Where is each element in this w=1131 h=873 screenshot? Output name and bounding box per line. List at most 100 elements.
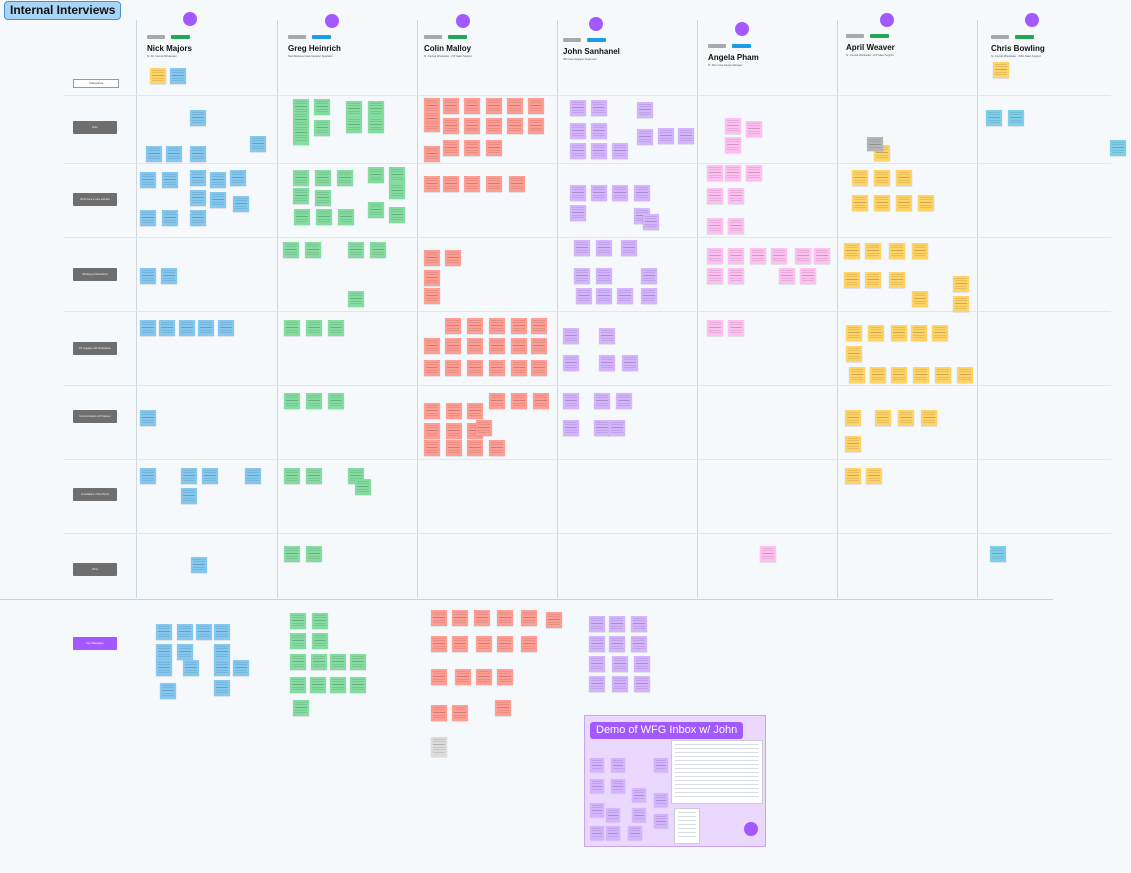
sticky-note[interactable] [589, 636, 605, 652]
sticky-note[interactable] [849, 367, 865, 383]
sticky-note[interactable] [346, 101, 362, 117]
sticky-note[interactable] [616, 393, 632, 409]
sticky-note[interactable] [921, 410, 937, 426]
sticky-note[interactable] [868, 325, 884, 341]
sticky-note[interactable] [284, 468, 300, 484]
sticky-note[interactable] [658, 128, 674, 144]
sticky-note[interactable] [489, 440, 505, 456]
sticky-note[interactable] [389, 167, 405, 183]
sticky-note[interactable] [563, 328, 579, 344]
sticky-note[interactable] [177, 644, 193, 660]
sticky-note[interactable] [486, 176, 502, 192]
sticky-note[interactable] [486, 118, 502, 134]
sticky-note[interactable] [161, 268, 177, 284]
sticky-note[interactable] [728, 218, 744, 234]
sticky-note[interactable] [870, 367, 886, 383]
sticky-note[interactable] [389, 183, 405, 199]
sticky-note[interactable] [316, 209, 332, 225]
sticky-note[interactable] [446, 403, 462, 419]
sticky-note[interactable] [190, 146, 206, 162]
sticky-note[interactable] [181, 468, 197, 484]
sticky-note[interactable] [546, 612, 562, 628]
sticky-note[interactable] [445, 318, 461, 334]
sticky-note[interactable] [214, 680, 230, 696]
sticky-note[interactable] [464, 140, 480, 156]
sticky-note[interactable] [594, 420, 610, 436]
sticky-note[interactable] [844, 243, 860, 259]
sticky-note[interactable] [489, 393, 505, 409]
row-label-2[interactable]: What does a case look like [73, 193, 117, 206]
sticky-note[interactable] [140, 468, 156, 484]
sticky-note[interactable] [707, 188, 723, 204]
sticky-note[interactable] [641, 288, 657, 304]
sticky-note[interactable] [590, 758, 604, 772]
sticky-note[interactable] [455, 669, 471, 685]
sticky-note[interactable] [953, 296, 969, 312]
row-label-4[interactable]: FP engages with illustrations [73, 342, 117, 355]
sticky-note[interactable] [913, 367, 929, 383]
sticky-note[interactable] [443, 118, 459, 134]
sticky-note[interactable] [632, 808, 646, 822]
sticky-note[interactable] [464, 176, 480, 192]
sticky-note[interactable] [891, 325, 907, 341]
sticky-note[interactable] [156, 624, 172, 640]
sticky-note[interactable] [486, 98, 502, 114]
sticky-note[interactable] [445, 250, 461, 266]
sticky-note[interactable] [606, 808, 620, 822]
sticky-note[interactable] [368, 117, 384, 133]
sticky-note[interactable] [707, 218, 723, 234]
sticky-note[interactable] [563, 355, 579, 371]
sticky-note[interactable] [443, 98, 459, 114]
sticky-note[interactable] [348, 291, 364, 307]
sticky-note[interactable] [874, 170, 890, 186]
sticky-note[interactable] [489, 318, 505, 334]
sticky-note[interactable] [852, 195, 868, 211]
sticky-note[interactable] [233, 196, 249, 212]
sticky-note[interactable] [632, 788, 646, 802]
sticky-note[interactable] [150, 68, 166, 84]
sticky-note[interactable] [214, 624, 230, 640]
sticky-note[interactable] [563, 420, 579, 436]
sticky-note[interactable] [591, 100, 607, 116]
sticky-note[interactable] [476, 636, 492, 652]
sticky-note[interactable] [912, 243, 928, 259]
row-label-5[interactable]: Communication w/ Producer [73, 410, 117, 423]
screenshot-thumbnail[interactable] [671, 740, 763, 804]
sticky-note[interactable] [467, 403, 483, 419]
sticky-note[interactable] [599, 355, 615, 371]
sticky-note[interactable] [621, 240, 637, 256]
sticky-note[interactable] [476, 669, 492, 685]
sticky-note[interactable] [898, 410, 914, 426]
sticky-note[interactable] [446, 440, 462, 456]
sticky-note[interactable] [591, 185, 607, 201]
sticky-note[interactable] [590, 826, 604, 840]
sticky-note[interactable] [874, 195, 890, 211]
sticky-note[interactable] [511, 393, 527, 409]
sticky-note[interactable] [611, 758, 625, 772]
sticky-note[interactable] [609, 420, 625, 436]
sticky-note[interactable] [290, 613, 306, 629]
sticky-note[interactable] [628, 826, 642, 840]
sticky-note[interactable] [654, 758, 668, 772]
sticky-note[interactable] [467, 318, 483, 334]
sticky-note[interactable] [596, 288, 612, 304]
sticky-note[interactable] [218, 320, 234, 336]
sticky-note[interactable] [918, 195, 934, 211]
sticky-note[interactable] [590, 803, 604, 817]
sticky-note[interactable] [845, 468, 861, 484]
sticky-note[interactable] [350, 677, 366, 693]
sticky-note[interactable] [497, 636, 513, 652]
sticky-note[interactable] [497, 669, 513, 685]
sticky-note[interactable] [245, 468, 261, 484]
sticky-note[interactable] [654, 793, 668, 807]
sticky-note[interactable] [368, 202, 384, 218]
sticky-note[interactable] [707, 248, 723, 264]
sticky-note[interactable] [596, 240, 612, 256]
sticky-note[interactable] [779, 268, 795, 284]
sticky-note[interactable] [932, 325, 948, 341]
sticky-note[interactable] [896, 195, 912, 211]
sticky-note[interactable] [489, 360, 505, 376]
sticky-note[interactable] [431, 705, 447, 721]
sticky-note[interactable] [486, 140, 502, 156]
sticky-note[interactable] [315, 170, 331, 186]
